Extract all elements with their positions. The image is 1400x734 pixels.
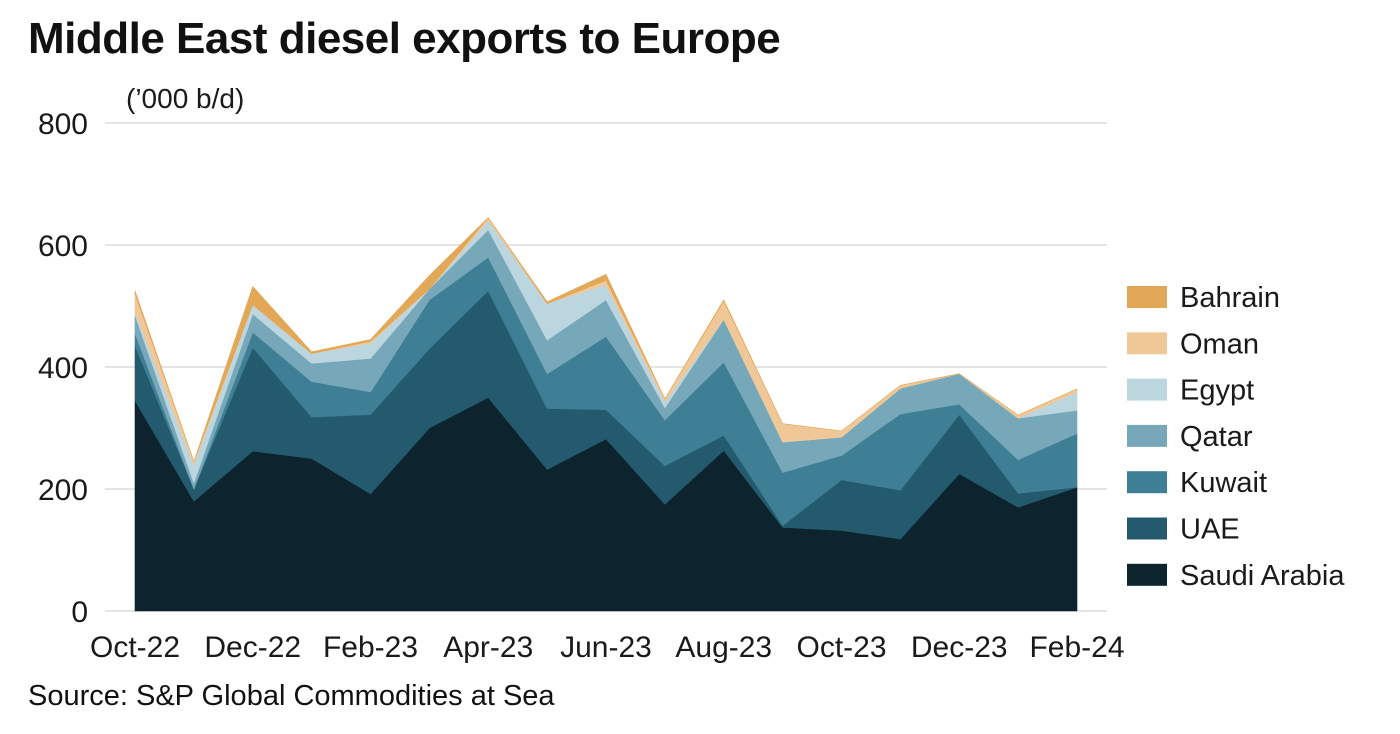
y-axis-unit-label: (’000 b/d)	[126, 83, 244, 114]
area-bahrain	[134, 217, 1078, 462]
y-tick-label: 200	[38, 474, 88, 507]
y-tick-label: 400	[38, 352, 88, 385]
legend-label-bahrain: Bahrain	[1180, 282, 1280, 314]
legend-label-qatar: Qatar	[1180, 421, 1253, 453]
legend-label-oman: Oman	[1180, 328, 1259, 360]
chart-title: Middle East diesel exports to Europe	[28, 14, 781, 63]
legend-swatch-oman	[1127, 332, 1167, 355]
legend-swatch-qatar	[1127, 424, 1167, 447]
x-tick-label: Dec-23	[911, 631, 1008, 664]
legend-swatch-egypt	[1127, 378, 1167, 401]
legend-swatch-bahrain	[1127, 286, 1167, 308]
x-tick-label: Feb-24	[1029, 631, 1124, 664]
x-tick-label: Feb-23	[323, 631, 418, 664]
x-tick-label: Aug-23	[675, 631, 772, 664]
y-tick-label: 600	[38, 230, 88, 263]
legend-label-egypt: Egypt	[1180, 375, 1254, 407]
x-tick-label: Oct-22	[90, 631, 180, 664]
legend-label-kuwait: Kuwait	[1180, 467, 1267, 499]
source-note: Source: S&P Global Commodities at Sea	[28, 680, 555, 712]
x-tick-label: Jun-23	[560, 631, 652, 664]
legend-swatch-kuwait	[1127, 471, 1167, 494]
x-axis-ticks: Oct-22 Dec-22 Feb-23 Apr-23 Jun-23 Aug-23 Oct-…	[90, 631, 1125, 664]
legend-swatch-saudi-arabia	[1127, 563, 1167, 586]
x-tick-label: Dec-22	[204, 631, 301, 664]
legend-swatch-uae	[1127, 517, 1167, 540]
legend: Bahrain Oman Egypt Qatar Kuwait UAE Saudi Arab…	[1127, 282, 1345, 592]
legend-label-uae: UAE	[1180, 514, 1240, 546]
area-series	[134, 217, 1078, 612]
y-tick-label: 0	[71, 596, 88, 629]
legend-label-saudi-arabia: Saudi Arabia	[1180, 560, 1345, 592]
y-axis-ticks: 0 200 400 600 800	[38, 108, 88, 629]
x-tick-label: Apr-23	[443, 631, 533, 664]
x-tick-label: Oct-23	[796, 631, 886, 664]
y-tick-label: 800	[38, 108, 88, 141]
